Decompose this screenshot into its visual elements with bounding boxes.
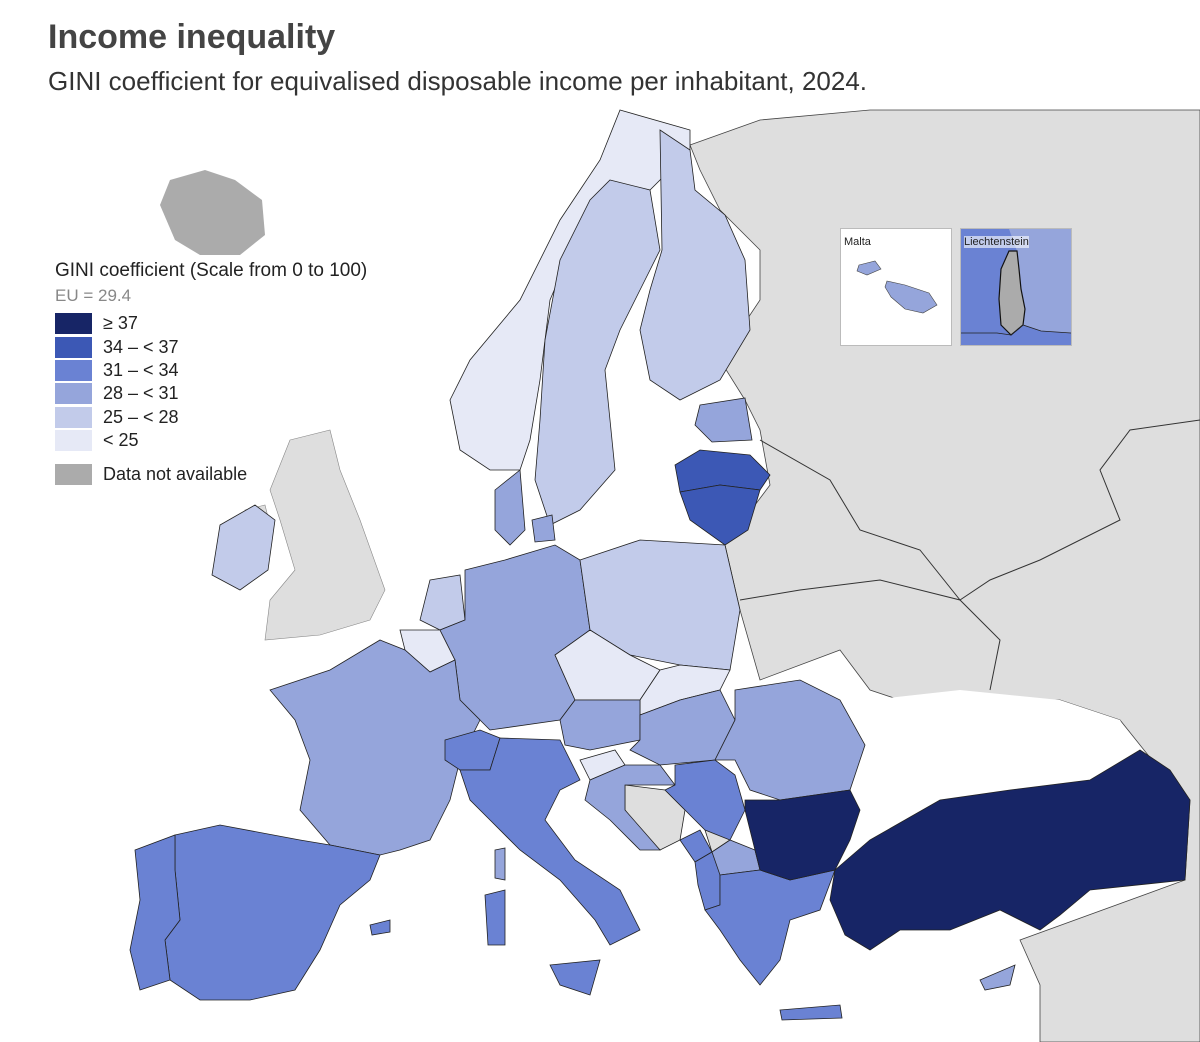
- legend-swatch: [55, 313, 92, 335]
- russia-belarus-border: [759, 419, 1200, 601]
- map-title: Income inequality: [48, 18, 336, 56]
- legend-item: ≥ 37: [55, 312, 367, 335]
- region-ireland: [211, 504, 276, 591]
- map-legend: GINI coefficient (Scale from 0 to 100) E…: [55, 260, 368, 486]
- region-sweden: [534, 179, 661, 526]
- border-line: [961, 324, 1071, 336]
- region-norway: [449, 109, 691, 471]
- region-denmark: [494, 469, 526, 546]
- region-portugal: [129, 834, 181, 991]
- region-austria: [559, 699, 641, 751]
- legend-label: 31 – < 34: [103, 359, 179, 380]
- black-sea: [860, 690, 1140, 810]
- region-sardinia: [484, 889, 506, 946]
- legend-label: 25 – < 28: [103, 406, 179, 427]
- great-britain: [264, 429, 386, 641]
- region-france: [269, 639, 481, 856]
- legend-swatch: [55, 336, 92, 358]
- legend-swatch: [55, 383, 92, 405]
- legend-swatch: [55, 359, 92, 381]
- region-balearic-islands: [369, 919, 391, 936]
- region-serbia: [664, 759, 746, 841]
- inset-liechtenstein-map: [961, 229, 1071, 336]
- region-estonia: [694, 397, 753, 443]
- region-lithuania: [679, 484, 761, 546]
- region-corsica: [494, 847, 506, 881]
- region-cyprus: [979, 964, 1016, 991]
- legend-label: Data not available: [103, 464, 248, 485]
- region-italy: [459, 737, 641, 946]
- ukraine-border: [739, 579, 1001, 691]
- region-sicily: [549, 959, 601, 996]
- legend-label: 28 – < 31: [103, 383, 179, 404]
- legend-item: 28 – < 31: [55, 382, 367, 405]
- region-finland: [639, 129, 751, 401]
- legend-swatch: [55, 464, 92, 486]
- region-denmark-islands: [531, 514, 556, 543]
- region-gozo: [856, 260, 882, 276]
- iceland: [160, 170, 265, 255]
- region-crete: [779, 1004, 843, 1021]
- legend-item: 25 – < 28: [55, 406, 367, 429]
- map-subtitle: GINI coefficient for equivalised disposa…: [48, 66, 868, 96]
- legend-swatch: [55, 406, 92, 428]
- legend-label: 34 – < 37: [103, 336, 179, 357]
- legend-eu-average: EU = 29.4: [55, 286, 132, 305]
- legend-class-list: ≥ 37 34 – < 37 31 – < 34 28 – < 31 25 – …: [55, 312, 367, 452]
- region-switzerland-side: [961, 229, 1009, 333]
- region-turkiye: [829, 749, 1191, 951]
- region-croatia: [584, 764, 676, 851]
- legend-swatch: [55, 430, 92, 452]
- legend-item: < 25: [55, 429, 367, 452]
- legend-label: ≥ 37: [103, 313, 138, 334]
- legend-title: GINI coefficient (Scale from 0 to 100): [55, 260, 368, 281]
- legend-item-not-available: Data not available: [55, 464, 367, 486]
- inset-malta: Malta: [840, 228, 952, 346]
- legend-item: 31 – < 34: [55, 359, 367, 382]
- legend-label: < 25: [103, 430, 139, 451]
- inset-label: Liechtenstein: [964, 236, 1029, 248]
- inset-label: Malta: [844, 236, 871, 248]
- inset-liechtenstein: Liechtenstein: [960, 228, 1072, 346]
- legend-item: 34 – < 37: [55, 335, 367, 358]
- region-malta-island: [884, 280, 938, 314]
- inset-malta-map: [856, 260, 938, 314]
